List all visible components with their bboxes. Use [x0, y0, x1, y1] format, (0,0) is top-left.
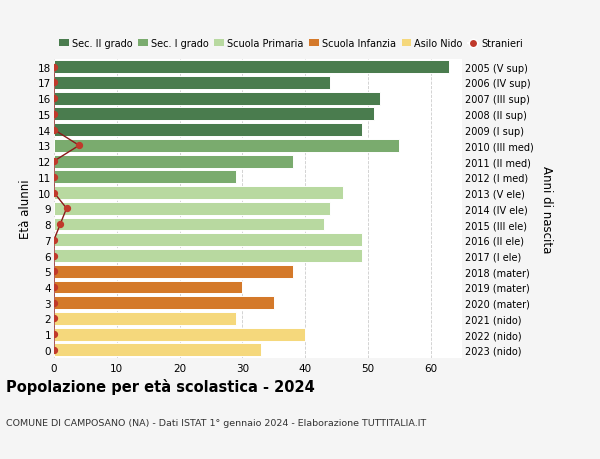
Point	[49, 284, 59, 291]
Bar	[54, 124, 362, 137]
Bar	[54, 155, 293, 168]
Point	[49, 190, 59, 197]
Bar	[54, 328, 305, 341]
Bar	[54, 108, 374, 121]
Point	[49, 111, 59, 118]
Bar	[54, 297, 274, 309]
Point	[49, 331, 59, 338]
Bar	[54, 265, 293, 278]
Point	[49, 158, 59, 165]
Point	[49, 252, 59, 260]
Point	[49, 299, 59, 307]
Text: COMUNE DI CAMPOSANO (NA) - Dati ISTAT 1° gennaio 2024 - Elaborazione TUTTITALIA.: COMUNE DI CAMPOSANO (NA) - Dati ISTAT 1°…	[6, 418, 426, 427]
Point	[55, 221, 65, 228]
Point	[74, 142, 84, 150]
Bar	[54, 140, 399, 152]
Bar	[54, 234, 362, 246]
Point	[49, 268, 59, 275]
Bar	[54, 77, 330, 90]
Bar	[54, 202, 330, 215]
Bar	[54, 312, 236, 325]
Bar	[54, 250, 362, 263]
Point	[49, 236, 59, 244]
Point	[49, 315, 59, 322]
Point	[49, 347, 59, 354]
Legend: Sec. II grado, Sec. I grado, Scuola Primaria, Scuola Infanzia, Asilo Nido, Stran: Sec. II grado, Sec. I grado, Scuola Prim…	[59, 39, 523, 49]
Bar	[54, 92, 380, 106]
Bar	[54, 171, 236, 184]
Bar	[54, 281, 242, 294]
Point	[49, 64, 59, 71]
Y-axis label: Anni di nascita: Anni di nascita	[540, 165, 553, 252]
Text: Popolazione per età scolastica - 2024: Popolazione per età scolastica - 2024	[6, 379, 315, 395]
Bar	[54, 187, 343, 200]
Y-axis label: Età alunni: Età alunni	[19, 179, 32, 239]
Bar	[54, 61, 449, 74]
Point	[49, 174, 59, 181]
Bar	[54, 218, 324, 231]
Point	[62, 205, 71, 213]
Point	[49, 79, 59, 87]
Bar	[54, 344, 261, 357]
Point	[49, 95, 59, 103]
Point	[49, 127, 59, 134]
